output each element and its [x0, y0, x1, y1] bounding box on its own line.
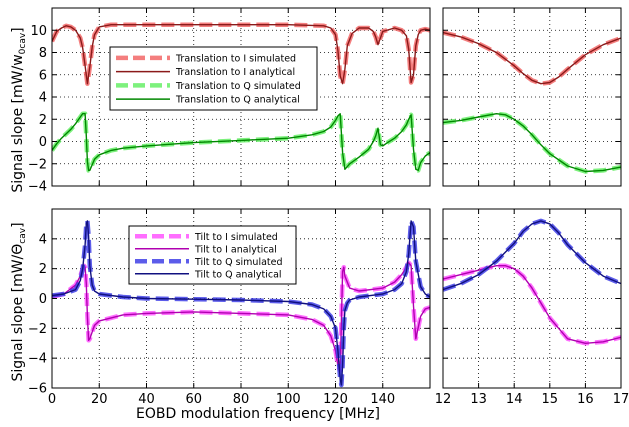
y-axis-label-top: Signal slope [mW/w0cav] [10, 27, 28, 192]
y-tick-label: −6 [28, 382, 47, 397]
legend-item: Tilt to Q analytical [135, 269, 282, 280]
x-tick-label: 80 [233, 392, 250, 407]
series-line [443, 111, 621, 174]
x-tick-label: 16 [577, 392, 594, 407]
x-tick-label: 14 [506, 392, 523, 407]
panel-top-right [442, 7, 622, 187]
x-tick-label: 12 [435, 392, 452, 407]
panel-bottom-left: 0 20 40 60 80 100 120 140 −6 −4 −2 0 2 4 Tilt to I sim… [28, 208, 431, 407]
y-tick-label: −2 [28, 322, 47, 337]
x-tick-label: 17 [613, 392, 629, 407]
y-tick-label: 6 [39, 68, 47, 83]
y-tick-label: −4 [28, 352, 47, 367]
y-axis-label-top-main: Signal slope [mW/w [10, 54, 26, 192]
legend-label: Translation to I simulated [175, 53, 296, 64]
x-tick-label: 60 [185, 392, 202, 407]
legend-item: Translation to I simulated [116, 53, 296, 64]
y-tick-label: 4 [39, 91, 47, 106]
y-axis-label-bottom-sub: cav [18, 227, 28, 243]
series-group [52, 218, 430, 388]
y-tick-label: 2 [39, 113, 47, 128]
panel-bottom-right: 12 13 14 15 16 17 [435, 208, 629, 407]
series-group [443, 218, 621, 346]
y-axis-label-bottom-end: ] [10, 222, 26, 227]
legend-label: Translation to I analytical [175, 67, 295, 78]
x-tick-label: 20 [91, 392, 108, 407]
y-tick-label: 8 [39, 46, 47, 61]
y-tick-label: 2 [39, 262, 47, 277]
legend-item: Translation to I analytical [116, 67, 295, 78]
legend-label: Tilt to I analytical [194, 244, 277, 255]
y-axis-label-bottom: Signal slope [mW/Θcav] [10, 222, 28, 381]
y-tick-label: 0 [39, 135, 47, 150]
series-group [443, 30, 621, 174]
legend: Translation to I simulated Translation to… [109, 46, 318, 111]
legend-label: Tilt to Q simulated [194, 257, 283, 268]
series-group [52, 22, 430, 173]
y-axis-label-top-end: ] [10, 27, 26, 32]
x-tick-label: 13 [470, 392, 487, 407]
legend-item: Tilt to I analytical [135, 244, 277, 255]
x-tick-label: 40 [138, 392, 155, 407]
series-line [52, 220, 430, 386]
legend-label: Translation to Q analytical [175, 95, 300, 106]
x-tick-label: 100 [276, 392, 301, 407]
y-tick-label: −2 [28, 157, 47, 172]
y-axis-label-top-sub: 0cav [18, 32, 28, 54]
legend-item: Translation to Q analytical [116, 95, 300, 106]
legend-label: Translation to Q simulated [175, 81, 301, 92]
legend-item: Tilt to I simulated [135, 232, 278, 243]
x-tick-label: 140 [370, 392, 395, 407]
series-line [443, 113, 621, 173]
y-tick-label: 0 [39, 292, 47, 307]
legend-label: Tilt to Q analytical [194, 269, 282, 280]
series-line [52, 113, 430, 172]
y-tick-label: 4 [39, 232, 47, 247]
y-axis-label-bottom-main: Signal slope [mW/Θ [10, 244, 26, 382]
x-tick-label: 15 [542, 392, 559, 407]
legend-label: Tilt to I simulated [194, 232, 278, 243]
series-line [52, 24, 430, 85]
y-tick-label: −4 [28, 180, 47, 195]
legend-item: Tilt to Q simulated [135, 257, 283, 268]
series-line [443, 265, 621, 344]
series-line [443, 220, 621, 291]
x-tick-label: 120 [323, 392, 348, 407]
series-line [443, 31, 621, 85]
x-tick-label: 0 [48, 392, 56, 407]
x-axis-label: EOBD modulation frequency [MHz] [136, 406, 380, 422]
y-tick-label: 10 [30, 24, 47, 39]
legend-item: Translation to Q simulated [116, 81, 301, 92]
